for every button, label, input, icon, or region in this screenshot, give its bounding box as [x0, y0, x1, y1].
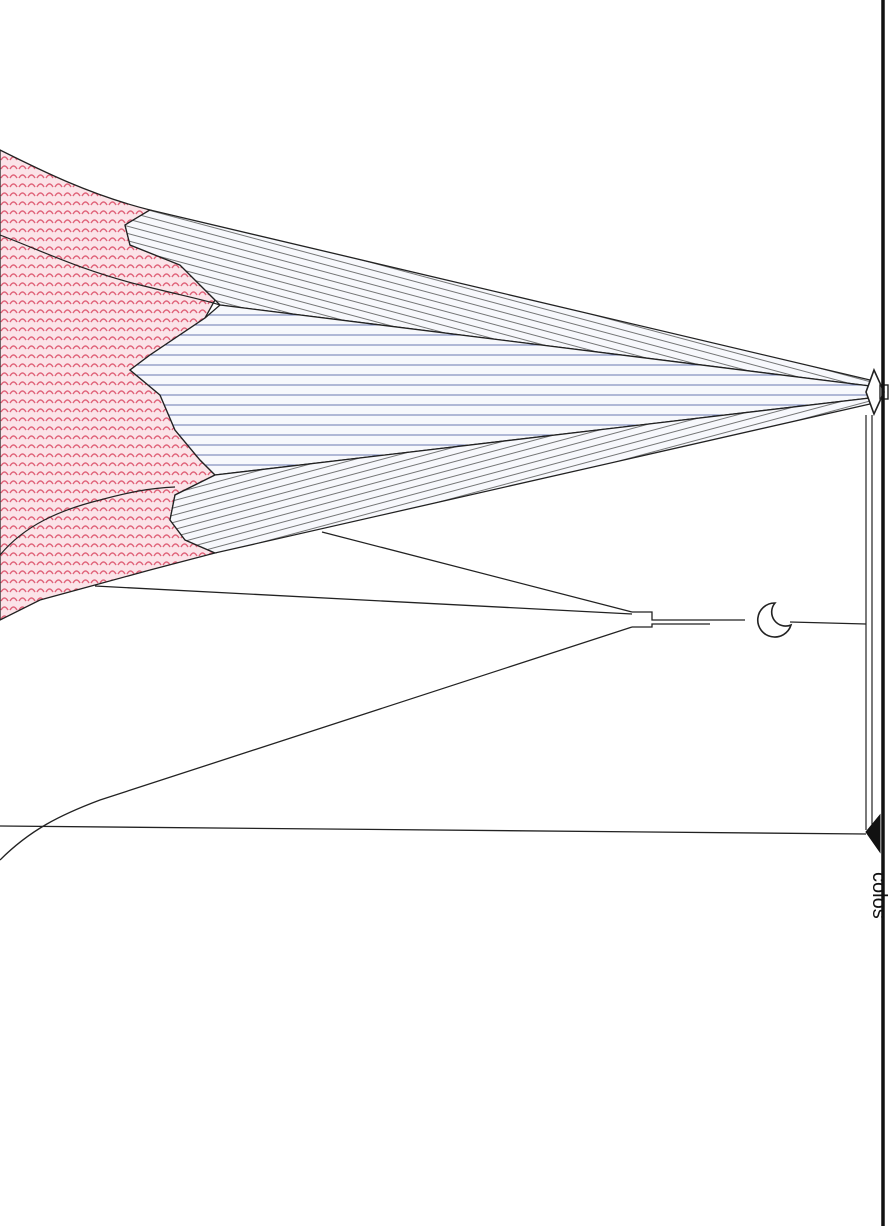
sight-line-upper	[321, 531, 633, 613]
sight-line-middle	[94, 585, 633, 615]
ground-line	[0, 825, 867, 835]
eyepiece-stub	[632, 611, 745, 621]
small-circle	[756, 602, 793, 638]
sight-line-lower	[0, 626, 633, 861]
pink-contour-lower	[0, 486, 176, 556]
triangle-marker	[865, 813, 881, 854]
edge-text: colos	[868, 872, 890, 919]
eye-to-rod-line	[789, 621, 867, 625]
pink-contour-upper	[0, 234, 221, 306]
eyepiece-stub-lower	[632, 623, 710, 628]
